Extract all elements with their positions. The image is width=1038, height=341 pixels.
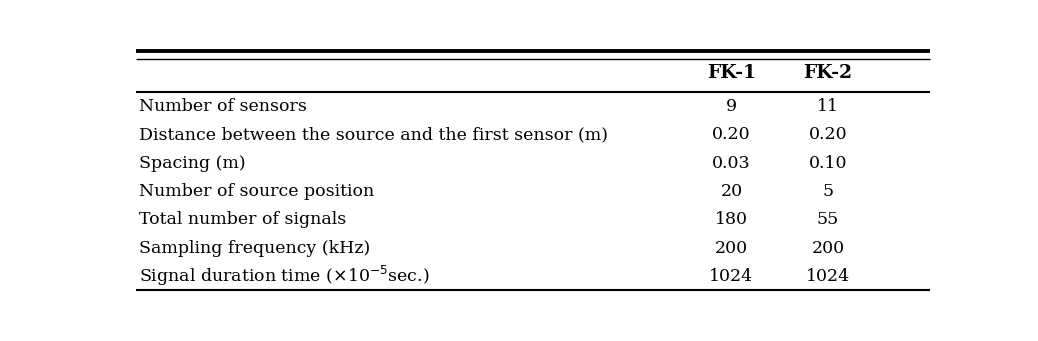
Text: Number of source position: Number of source position [139,183,375,200]
Text: Distance between the source and the first sensor (m): Distance between the source and the firs… [139,126,608,143]
Text: Signal duration time ($\times$10$^{-5}$sec.): Signal duration time ($\times$10$^{-5}$s… [139,264,430,288]
Text: 0.20: 0.20 [712,126,750,143]
Text: Sampling frequency (kHz): Sampling frequency (kHz) [139,240,371,256]
Text: 180: 180 [715,211,748,228]
Text: 11: 11 [817,98,839,115]
Text: 200: 200 [812,240,845,256]
Text: FK-2: FK-2 [803,64,852,82]
Text: Number of sensors: Number of sensors [139,98,307,115]
Text: 5: 5 [822,183,834,200]
Text: 0.20: 0.20 [809,126,847,143]
Text: Spacing (m): Spacing (m) [139,154,246,172]
Text: 200: 200 [715,240,748,256]
Text: 1024: 1024 [805,268,850,285]
Text: FK-1: FK-1 [707,64,756,82]
Text: Total number of signals: Total number of signals [139,211,347,228]
Text: 9: 9 [726,98,737,115]
Text: 0.03: 0.03 [712,154,750,172]
Text: 1024: 1024 [709,268,754,285]
Text: 20: 20 [720,183,742,200]
Text: 55: 55 [817,211,839,228]
Text: 0.10: 0.10 [809,154,847,172]
